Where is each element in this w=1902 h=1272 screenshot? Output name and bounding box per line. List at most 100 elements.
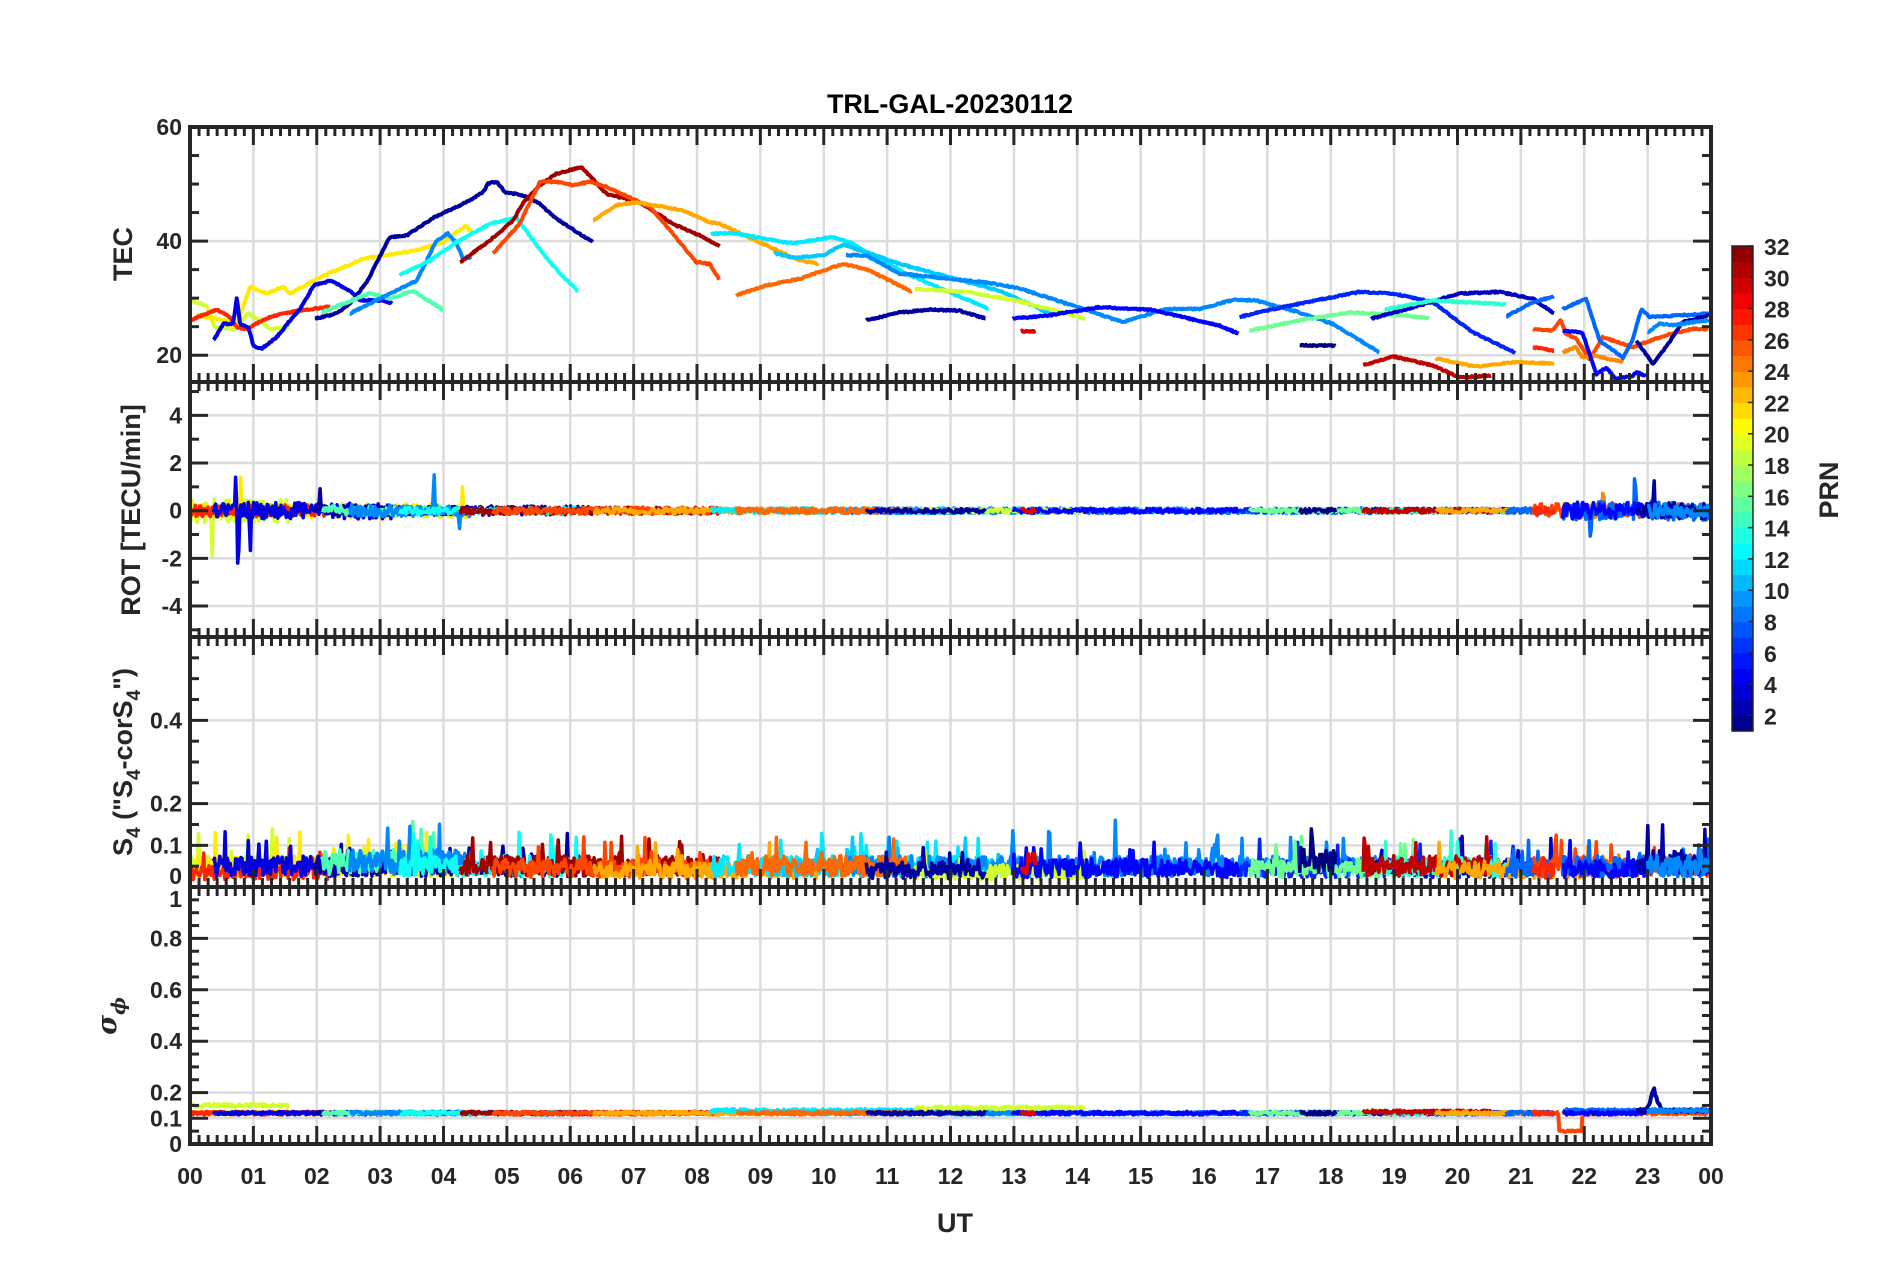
ytick-label-tec: 20 [156, 342, 182, 368]
colorbar-tick-label: 20 [1764, 422, 1790, 448]
xtick-label: 04 [431, 1163, 457, 1189]
colorbar-bin [1732, 715, 1753, 732]
s4-line-prn-1 [1297, 827, 1338, 876]
tec-line-prn-29 [1019, 328, 1037, 334]
xtick-label: 19 [1381, 1163, 1407, 1189]
xtick-label: 21 [1508, 1163, 1534, 1189]
rot-line-prn-27 [1531, 505, 1556, 516]
ytick-label-sigma: 0.8 [150, 925, 182, 951]
s4-line-prn-25 [734, 835, 914, 879]
colorbar-tick-label: 12 [1764, 547, 1790, 573]
ylabel-phi-sub: ϕ [108, 997, 130, 1015]
rot-line-prn-1 [1298, 506, 1338, 515]
xtick-label: 23 [1635, 1163, 1661, 1189]
colorbar-bin [1732, 637, 1753, 654]
ytick-label-sigma: 0.6 [150, 977, 182, 1003]
colorbar-tick-label: 14 [1764, 516, 1790, 542]
ytick-label-rot: 4 [169, 402, 182, 428]
ytick-label-rot: -2 [162, 545, 182, 571]
colorbar-bin [1732, 449, 1753, 466]
tec-line-prn-1 [1298, 342, 1337, 349]
axes: 204060-4-202400.10.20.400.10.20.40.60.81… [150, 114, 1724, 1189]
s4-line-prn-9 [347, 822, 473, 877]
xtick-label: 02 [304, 1163, 330, 1189]
xtick-label: 08 [684, 1163, 710, 1189]
tec-line-prn-25 [735, 262, 913, 298]
tec-line-prn-13 [398, 215, 580, 293]
colorbar-bin [1732, 527, 1753, 544]
colorbar-bin [1732, 574, 1753, 591]
tec-line-prn-2 [313, 179, 595, 321]
ytick-label-tec: 60 [156, 114, 182, 140]
ytick-label-tec: 40 [156, 228, 182, 254]
colorbar-bin [1732, 668, 1753, 685]
ylabel-s4: S4 ("S4-corS4") [108, 668, 145, 856]
colorbar-bin [1732, 433, 1753, 450]
colorbar-bin [1732, 292, 1753, 310]
tec-series [190, 165, 1711, 382]
ytick-label-s4: 0.1 [150, 832, 182, 858]
colorbar-frame [1731, 245, 1754, 732]
colorbar-tick-label: 4 [1764, 672, 1777, 698]
colorbar-bin [1732, 355, 1753, 372]
colorbar-tick-label: 22 [1764, 390, 1790, 416]
tec-line-prn-23 [592, 200, 820, 266]
tec-line-prn-27 [1532, 345, 1555, 353]
ylabel-sigma: σ [92, 1015, 123, 1035]
colorbar-tick-label: 30 [1764, 265, 1790, 291]
ytick-label-sigma: 1 [169, 886, 182, 912]
colorbar-bin [1732, 605, 1753, 623]
xtick-label: 03 [367, 1163, 393, 1189]
tec-line-prn-19 [913, 286, 1087, 321]
tec-line-prn-5 [1561, 328, 1648, 382]
tec-line-prn-26 [491, 179, 721, 281]
colorbar-bin [1732, 277, 1753, 294]
colorbar-bin [1732, 621, 1753, 638]
ylabel-sigma-phi: σϕ [92, 997, 130, 1035]
sigma-line-prn-5 [1010, 1109, 1241, 1117]
rot-line-prn-5 [1011, 506, 1241, 515]
s4-line-prn-2 [864, 845, 987, 881]
colorbar-tick-label: 26 [1764, 328, 1790, 354]
tec-line-prn-31 [459, 165, 721, 264]
ylabel-s4-part: ") [108, 668, 138, 690]
ylabel-s4-sub: 4 [124, 769, 145, 780]
colorbar-bin [1732, 261, 1753, 278]
sigma-line-prn-9 [1645, 1107, 1710, 1114]
tec-line-prn-8 [1561, 296, 1710, 361]
sigma-line-prn-19 [190, 1101, 291, 1109]
xtick-label: 11 [875, 1163, 900, 1189]
tec-line-prn-24 [1561, 344, 1625, 364]
tec-line-prn-14 [1383, 297, 1507, 312]
ytick-label-sigma: 0.4 [150, 1028, 182, 1054]
data-series [190, 165, 1711, 1134]
colorbar-bin [1732, 652, 1753, 670]
colorbar-tick-label: 32 [1764, 234, 1790, 260]
colorbar-bin [1732, 558, 1753, 576]
xtick-label: 22 [1571, 1163, 1597, 1189]
tec-line-prn-6 [1238, 289, 1517, 355]
xtick-label: 00 [1698, 1163, 1724, 1189]
ytick-label-s4: 0.4 [150, 707, 182, 733]
sigma-line-prn-2 [865, 1109, 987, 1117]
tec-line-prn-30 [1362, 354, 1492, 380]
colorbar-bin [1732, 480, 1753, 497]
sigma-line-prn-27 [1531, 1109, 1556, 1117]
sigma-line-prn-1 [1298, 1109, 1338, 1117]
colorbar-tick-label: 28 [1764, 297, 1790, 323]
xtick-label: 20 [1445, 1163, 1471, 1189]
tec-line-prn-26 [1532, 318, 1710, 361]
sigma-line-prn-19 [913, 1104, 1087, 1112]
s4-line-prn-9 [1645, 847, 1711, 879]
colorbar-bin [1732, 590, 1753, 607]
colorbar-bin [1732, 699, 1753, 716]
colorbar-tick-label: 24 [1764, 359, 1790, 385]
xtick-label: 05 [494, 1163, 520, 1189]
s4-line-prn-5 [1561, 838, 1648, 880]
ylabel-s4-sub: 4 [124, 689, 145, 700]
colorbar-bin [1732, 339, 1753, 357]
sigma-series [190, 1086, 1711, 1134]
ytick-label-s4: 0 [169, 863, 182, 889]
xtick-label: 01 [241, 1163, 267, 1189]
